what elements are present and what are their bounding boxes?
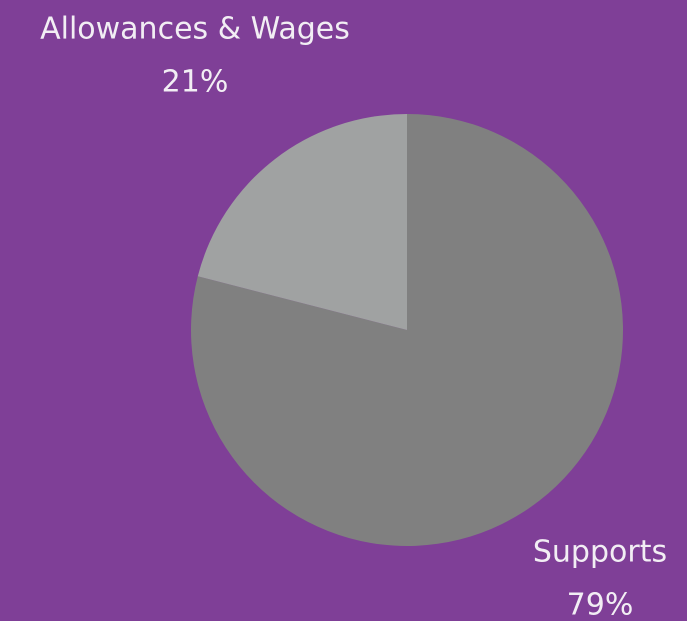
slice-value-label: 21% [162, 65, 229, 100]
slice-value-label: 79% [567, 588, 634, 621]
slice-label: Supports [533, 535, 667, 570]
pie-slice [197, 114, 407, 330]
slice-label: Allowances & Wages [40, 12, 350, 47]
